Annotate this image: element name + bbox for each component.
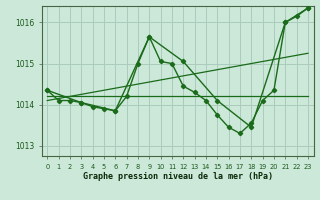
- X-axis label: Graphe pression niveau de la mer (hPa): Graphe pression niveau de la mer (hPa): [83, 172, 273, 181]
